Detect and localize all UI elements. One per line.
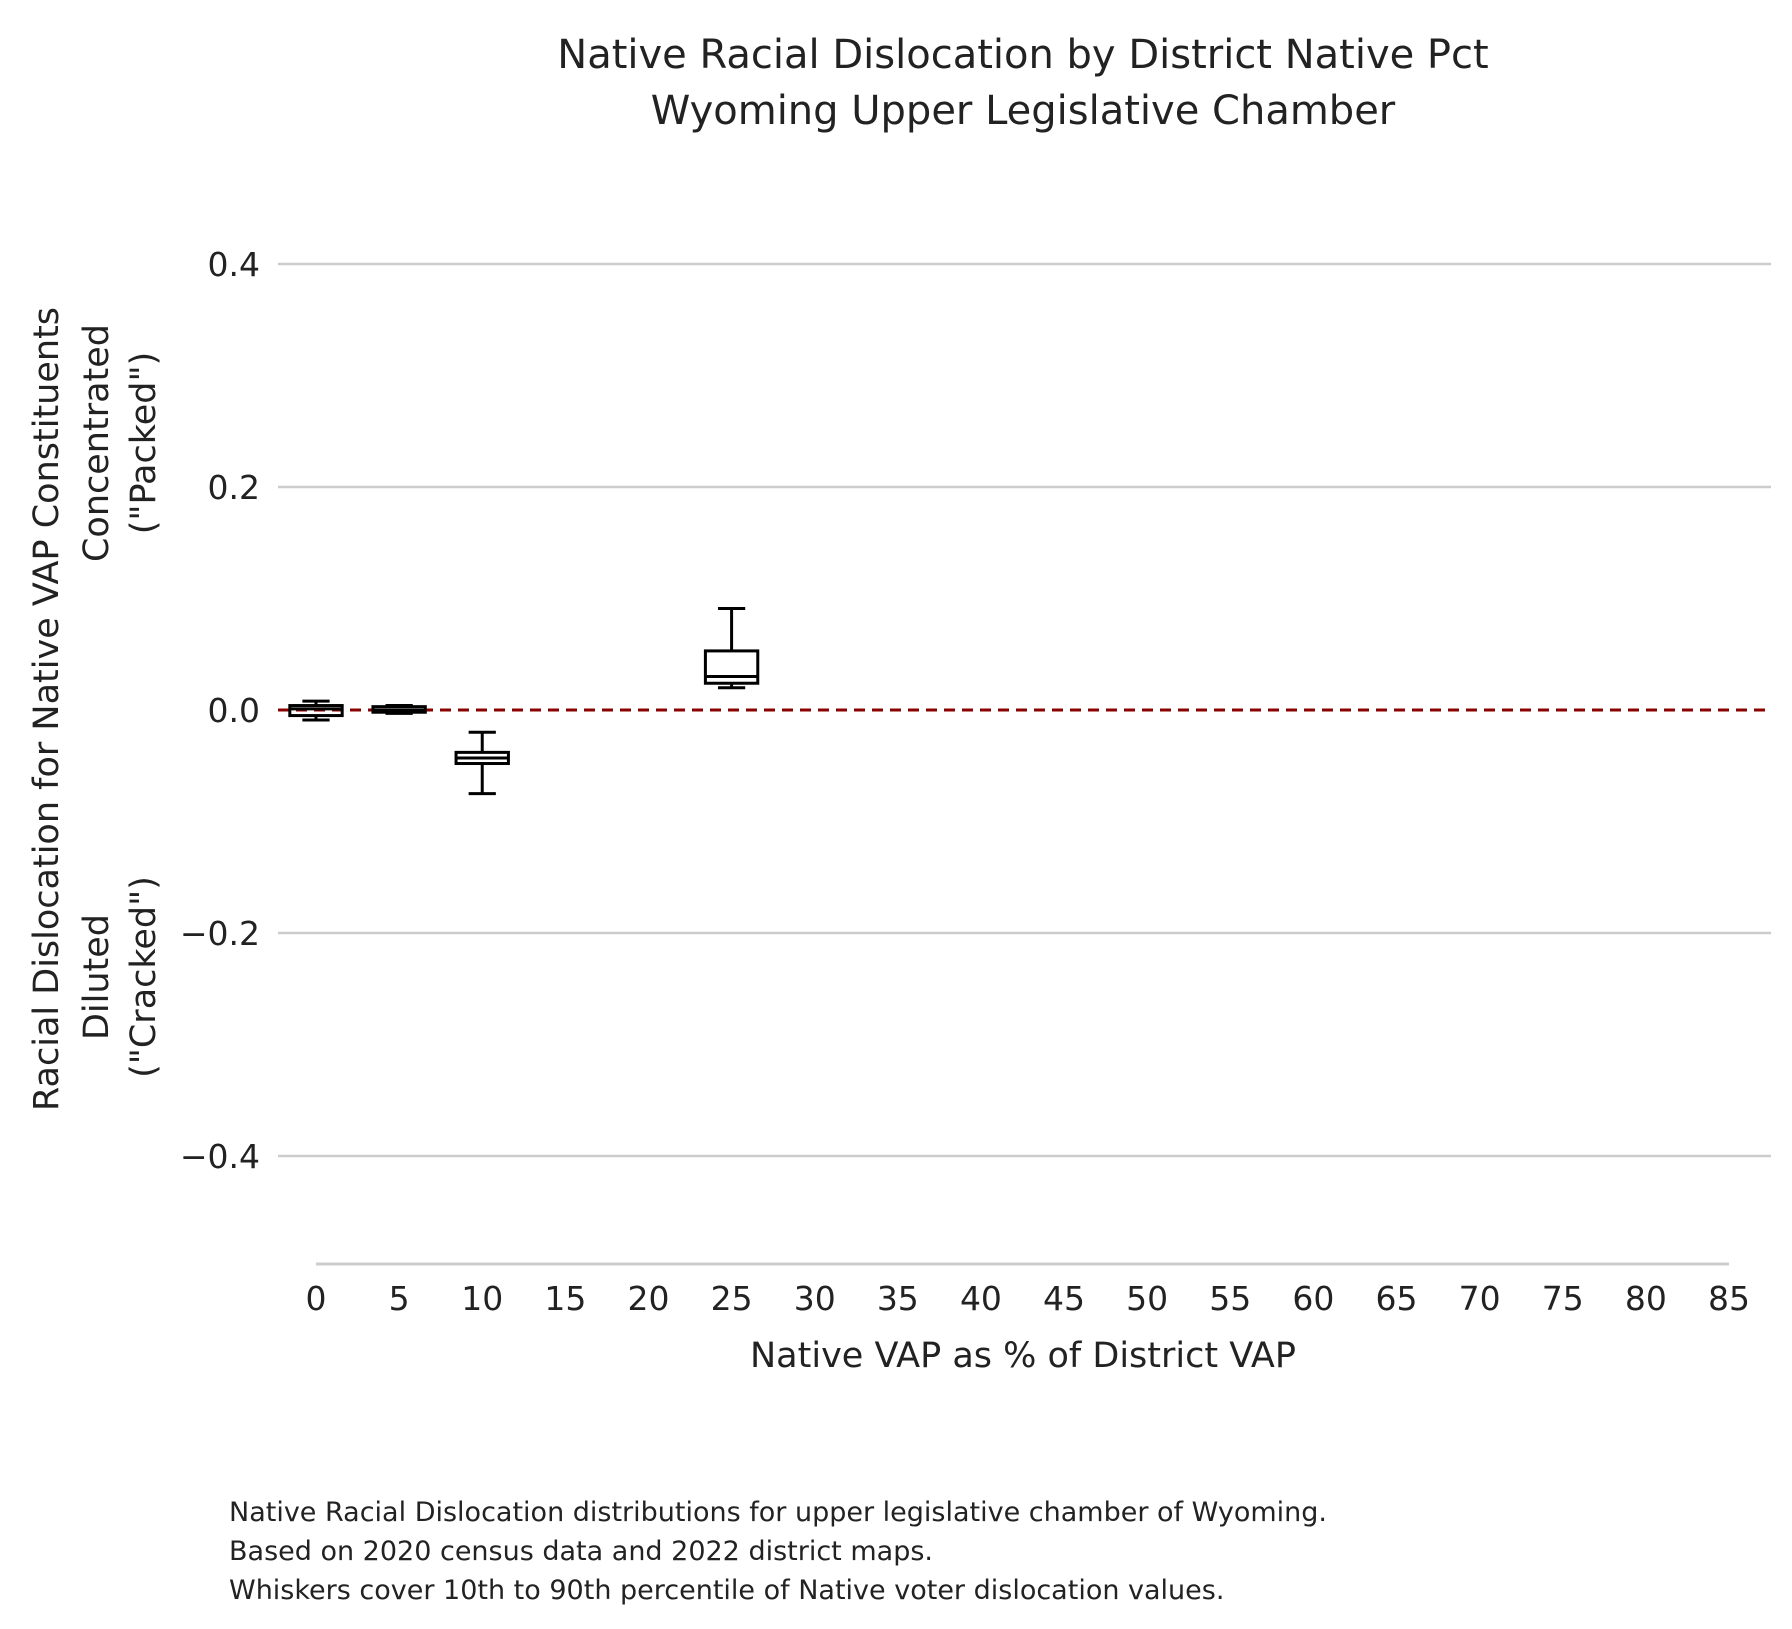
x-tick-label: 50 — [1126, 1279, 1168, 1318]
x-tick-labels: 0 5 10 15 20 25 30 35 40 45 50 55 60 65 70 75 80 85 — [306, 1279, 1751, 1318]
y-tick-label: 0.4 — [208, 245, 260, 284]
x-tick-label: 25 — [711, 1279, 753, 1318]
box-iqr — [288, 704, 344, 718]
x-tick-label: 0 — [306, 1279, 327, 1318]
y-annotation-cracked-line-2: ("Cracked") — [124, 876, 164, 1078]
x-tick-label: 5 — [389, 1279, 410, 1318]
x-tick-label: 70 — [1459, 1279, 1501, 1318]
caption-line-2: Based on 2020 census data and 2022 distr… — [229, 1536, 933, 1567]
x-tick-label: 65 — [1376, 1279, 1418, 1318]
box-plot-group — [703, 607, 760, 690]
y-tick-label: −0.2 — [180, 914, 260, 953]
x-tick-label: 35 — [877, 1279, 919, 1318]
y-annotation-packed-line-1: Concentrated — [77, 324, 117, 562]
x-tick-label: 10 — [461, 1279, 503, 1318]
x-tick-label: 55 — [1209, 1279, 1251, 1318]
y-axis-label: Racial Dislocation for Native VAP Consti… — [27, 307, 67, 1111]
box-plots — [288, 607, 760, 796]
chart-title-line-2: Wyoming Upper Legislative Chamber — [651, 88, 1396, 134]
box-plot-group — [371, 704, 427, 715]
x-axis-label: Native VAP as % of District VAP — [750, 1336, 1296, 1376]
y-annotation-cracked-line-1: Diluted — [77, 914, 117, 1040]
box-plot-group — [454, 730, 510, 796]
x-tick-label: 60 — [1292, 1279, 1334, 1318]
y-tick-label: 0.0 — [208, 691, 260, 730]
caption-line-3: Whiskers cover 10th to 90th percentile o… — [229, 1575, 1224, 1606]
gridlines — [278, 262, 1771, 1158]
x-tick-label: 85 — [1708, 1279, 1750, 1318]
caption-line-1: Native Racial Dislocation distributions … — [229, 1497, 1327, 1528]
chart-title-line-1: Native Racial Dislocation by District Na… — [557, 32, 1488, 78]
y-tick-label: −0.4 — [180, 1137, 260, 1176]
x-tick-label: 20 — [627, 1279, 669, 1318]
y-tick-labels: 0.4 0.2 0.0 −0.2 −0.4 — [180, 245, 260, 1176]
x-tick-label: 30 — [794, 1279, 836, 1318]
box-plot-group — [288, 699, 344, 722]
x-tick-label: 45 — [1043, 1279, 1085, 1318]
x-tick-label: 80 — [1625, 1279, 1667, 1318]
x-tick-label: 75 — [1542, 1279, 1584, 1318]
box-iqr — [703, 649, 760, 685]
x-tick-label: 15 — [544, 1279, 586, 1318]
x-tick-label: 40 — [960, 1279, 1002, 1318]
y-tick-label: 0.2 — [208, 468, 260, 507]
y-annotation-packed-line-2: ("Packed") — [124, 352, 164, 535]
